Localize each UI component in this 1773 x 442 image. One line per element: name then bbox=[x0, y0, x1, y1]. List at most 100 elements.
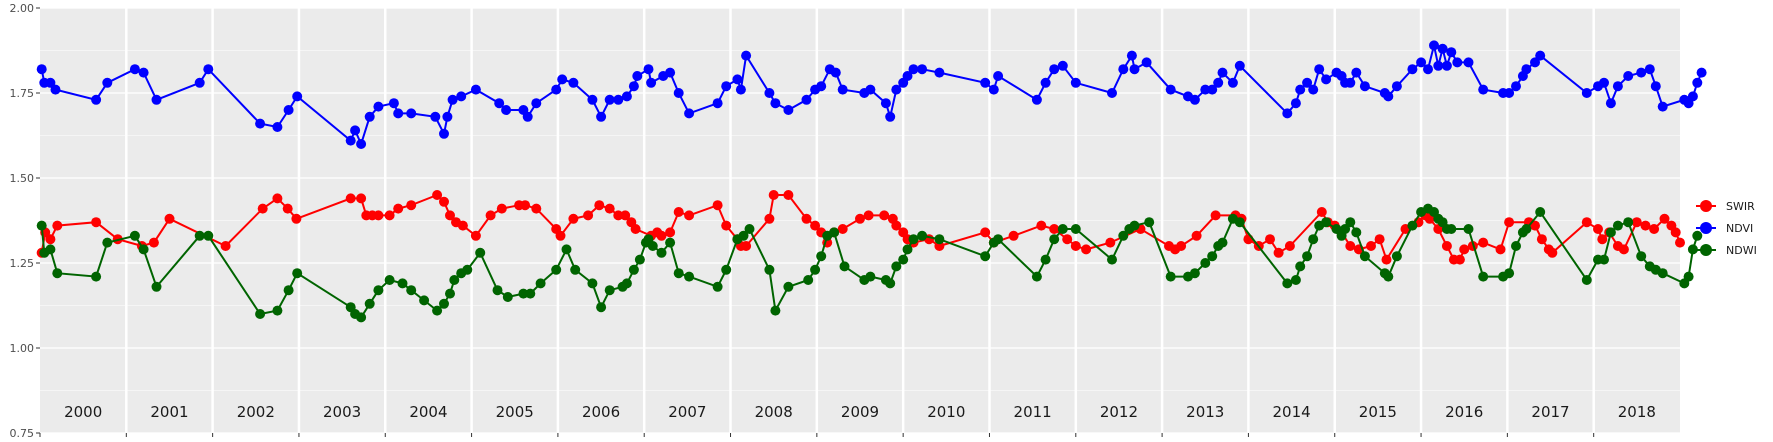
point-ndwi bbox=[587, 278, 598, 289]
point-ndvi bbox=[345, 135, 356, 146]
point-swir bbox=[684, 210, 695, 221]
point-ndwi bbox=[1504, 268, 1515, 279]
point-ndwi bbox=[1031, 271, 1042, 282]
point-ndwi bbox=[445, 288, 455, 299]
year-label: 2011 bbox=[1014, 403, 1052, 421]
point-ndvi bbox=[1530, 57, 1540, 68]
legend-item-swir: SWIR bbox=[1696, 200, 1755, 213]
point-ndwi bbox=[1107, 254, 1117, 265]
point-swir bbox=[445, 210, 455, 221]
point-ndwi bbox=[1118, 230, 1129, 241]
point-ndvi bbox=[1107, 88, 1117, 98]
point-ndwi bbox=[898, 254, 909, 265]
point-ndwi bbox=[138, 244, 149, 255]
point-ndwi bbox=[384, 275, 395, 285]
point-ndwi bbox=[255, 309, 266, 319]
point-ndwi bbox=[803, 275, 814, 285]
point-swir bbox=[220, 241, 231, 251]
point-ndvi bbox=[1295, 84, 1306, 95]
point-ndwi bbox=[1207, 251, 1218, 262]
point-ndvi bbox=[980, 77, 991, 88]
point-ndwi bbox=[596, 302, 607, 313]
point-ndvi bbox=[816, 81, 827, 92]
point-ndwi bbox=[628, 264, 639, 275]
year-label: 2004 bbox=[409, 403, 447, 421]
point-swir bbox=[630, 224, 641, 234]
point-ndvi bbox=[129, 64, 140, 75]
point-ndvi bbox=[568, 77, 579, 88]
point-swir bbox=[1191, 230, 1202, 241]
legend-label: SWIR bbox=[1726, 200, 1755, 213]
point-swir bbox=[594, 200, 605, 211]
point-ndwi bbox=[1057, 224, 1068, 234]
point-ndwi bbox=[36, 220, 47, 231]
point-ndvi bbox=[1416, 57, 1427, 68]
point-swir bbox=[1454, 254, 1465, 265]
point-swir bbox=[568, 213, 579, 224]
point-ndvi bbox=[1433, 60, 1444, 71]
point-ndvi bbox=[1407, 64, 1418, 75]
point-swir bbox=[1366, 241, 1376, 251]
point-swir bbox=[1049, 224, 1060, 234]
point-ndvi bbox=[1511, 81, 1521, 92]
point-ndvi bbox=[604, 94, 615, 105]
point-swir bbox=[1675, 237, 1685, 248]
point-ndvi bbox=[557, 74, 568, 85]
point-swir bbox=[1640, 220, 1651, 231]
point-ndvi bbox=[501, 105, 512, 115]
point-ndwi bbox=[783, 281, 794, 292]
point-ndwi bbox=[1189, 268, 1200, 279]
point-swir bbox=[272, 193, 283, 204]
point-ndvi bbox=[1345, 77, 1356, 88]
legend-label: NDWI bbox=[1726, 244, 1757, 257]
point-ndwi bbox=[1295, 261, 1306, 272]
point-ndvi bbox=[783, 105, 794, 115]
point-swir bbox=[783, 190, 794, 200]
point-swir bbox=[1316, 207, 1327, 217]
point-ndwi bbox=[604, 285, 615, 296]
point-swir bbox=[406, 200, 417, 211]
point-ndwi bbox=[1302, 251, 1313, 262]
point-ndwi bbox=[810, 264, 821, 275]
point-swir bbox=[1618, 244, 1629, 255]
point-ndwi bbox=[1535, 207, 1546, 217]
point-ndwi bbox=[665, 237, 676, 248]
series-ndvi bbox=[36, 40, 1707, 149]
plot-area: 2000 2001 2002 2003 2004 2005 2006 2007 2008 2009… bbox=[10, 2, 1707, 440]
point-ndwi bbox=[1657, 268, 1668, 279]
point-ndvi bbox=[1521, 64, 1532, 75]
point-swir bbox=[1374, 234, 1385, 245]
point-ndvi bbox=[551, 84, 562, 95]
point-ndwi bbox=[1605, 227, 1616, 238]
point-swir bbox=[1670, 227, 1681, 238]
point-ndvi bbox=[1391, 81, 1402, 92]
point-swir bbox=[1176, 241, 1187, 251]
point-ndvi bbox=[1049, 64, 1060, 75]
point-swir bbox=[1631, 217, 1642, 228]
point-swir bbox=[741, 241, 752, 251]
point-swir bbox=[291, 213, 302, 224]
point-ndvi bbox=[1581, 88, 1592, 98]
point-swir bbox=[384, 210, 395, 221]
point-ndvi bbox=[1321, 74, 1332, 85]
point-ndvi bbox=[1636, 67, 1647, 78]
point-ndvi bbox=[350, 125, 361, 136]
point-ndwi bbox=[492, 285, 503, 296]
legend-item-ndvi: NDVI bbox=[1696, 222, 1753, 235]
point-swir bbox=[439, 196, 449, 207]
point-ndvi bbox=[1200, 84, 1211, 95]
point-ndwi bbox=[1165, 271, 1176, 282]
point-swir bbox=[1597, 234, 1608, 245]
point-swir bbox=[1581, 217, 1592, 228]
point-ndvi bbox=[621, 91, 632, 102]
point-ndwi bbox=[656, 247, 667, 258]
point-ndwi bbox=[902, 244, 913, 255]
point-ndvi bbox=[1126, 50, 1137, 61]
point-ndwi bbox=[934, 234, 945, 245]
point-swir bbox=[164, 213, 175, 224]
point-ndwi bbox=[1478, 271, 1489, 282]
point-ndwi bbox=[1282, 278, 1293, 289]
point-ndwi bbox=[364, 298, 375, 309]
point-ndvi bbox=[1441, 60, 1452, 71]
point-swir bbox=[1459, 244, 1470, 255]
